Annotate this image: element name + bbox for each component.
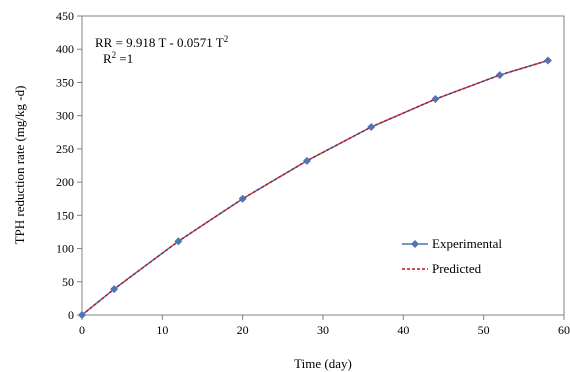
data-point-experimental (238, 194, 247, 203)
y-tick-label: 300 (56, 109, 74, 123)
plot-area (81, 15, 565, 316)
data-point-experimental (110, 285, 119, 294)
data-point-experimental (367, 122, 376, 131)
legend-experimental-marker (411, 240, 419, 248)
data-point-experimental (302, 156, 311, 165)
legend-predicted-label: Predicted (432, 261, 482, 276)
data-point-experimental (78, 311, 86, 319)
x-tick-label: 10 (156, 323, 168, 337)
y-tick-label: 0 (68, 308, 74, 322)
y-tick-label: 400 (56, 42, 74, 56)
y-tick-label: 150 (56, 208, 74, 222)
x-tick-label: 60 (558, 323, 570, 337)
y-tick-label: 50 (62, 275, 74, 289)
legend: Experimental Predicted (402, 236, 502, 276)
y-tick-label: 450 (56, 9, 74, 23)
x-tick-label: 30 (317, 323, 329, 337)
x-tick-label: 40 (397, 323, 409, 337)
y-axis-title: TPH reduction rate (mg/kg -d) (12, 86, 27, 245)
x-tick-label: 50 (478, 323, 490, 337)
data-point-experimental (431, 95, 440, 104)
x-axis-title: Time (day) (294, 356, 352, 371)
r-squared-label: R2 =1 (103, 50, 133, 66)
data-point-experimental (543, 56, 552, 65)
data-point-experimental (495, 71, 504, 80)
equation-label: RR = 9.918 T - 0.0571 T2 (95, 34, 228, 50)
data-point-experimental (174, 237, 183, 246)
y-tick-label: 100 (56, 242, 74, 256)
legend-experimental-label: Experimental (432, 236, 502, 251)
x-tick-label: 0 (79, 323, 85, 337)
y-tick-label: 200 (56, 175, 74, 189)
series-layer (78, 56, 552, 319)
y-tick-label: 250 (56, 142, 74, 156)
series-line-predicted (81, 59, 549, 316)
y-tick-label: 350 (56, 75, 74, 89)
x-tick-label: 20 (237, 323, 249, 337)
ticks-layer: 0 50 100 150 200 250 300 350 400 450 0 10 20 30 40 50 60 (56, 9, 570, 337)
